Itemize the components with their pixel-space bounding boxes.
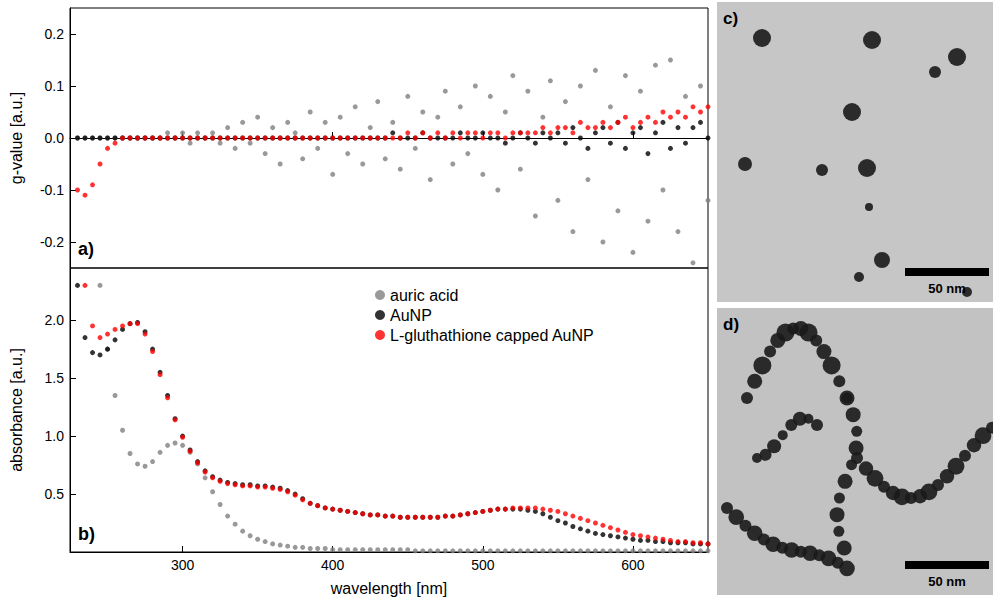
svg-text:0.0: 0.0 [45,130,65,146]
svg-text:-0.1: -0.1 [40,182,64,198]
svg-text:wavelength [nm]: wavelength [nm] [330,580,448,597]
svg-text:50 nm: 50 nm [928,281,966,296]
svg-text:L-gluthathione capped AuNP: L-gluthathione capped AuNP [390,327,594,344]
svg-text:300: 300 [171,557,195,573]
svg-text:a): a) [78,239,94,259]
svg-text:0.2: 0.2 [45,26,65,42]
svg-text:absorbance [a.u.]: absorbance [a.u.] [8,348,25,472]
svg-text:auric acid: auric acid [390,287,458,304]
svg-text:-0.2: -0.2 [40,234,64,250]
svg-text:b): b) [78,524,95,544]
svg-text:50 nm: 50 nm [928,574,966,589]
svg-text:d): d) [723,315,739,334]
svg-text:2.0: 2.0 [45,312,65,328]
svg-text:500: 500 [471,557,495,573]
svg-text:1.5: 1.5 [45,370,65,386]
svg-text:0.5: 0.5 [45,486,65,502]
svg-text:1.0: 1.0 [45,428,65,444]
svg-text:600: 600 [621,557,645,573]
svg-text:AuNP: AuNP [390,307,432,324]
svg-text:c): c) [723,9,738,28]
svg-text:0.1: 0.1 [45,78,65,94]
svg-text:400: 400 [321,557,345,573]
svg-text:g-value [a.u.]: g-value [a.u.] [8,92,25,185]
